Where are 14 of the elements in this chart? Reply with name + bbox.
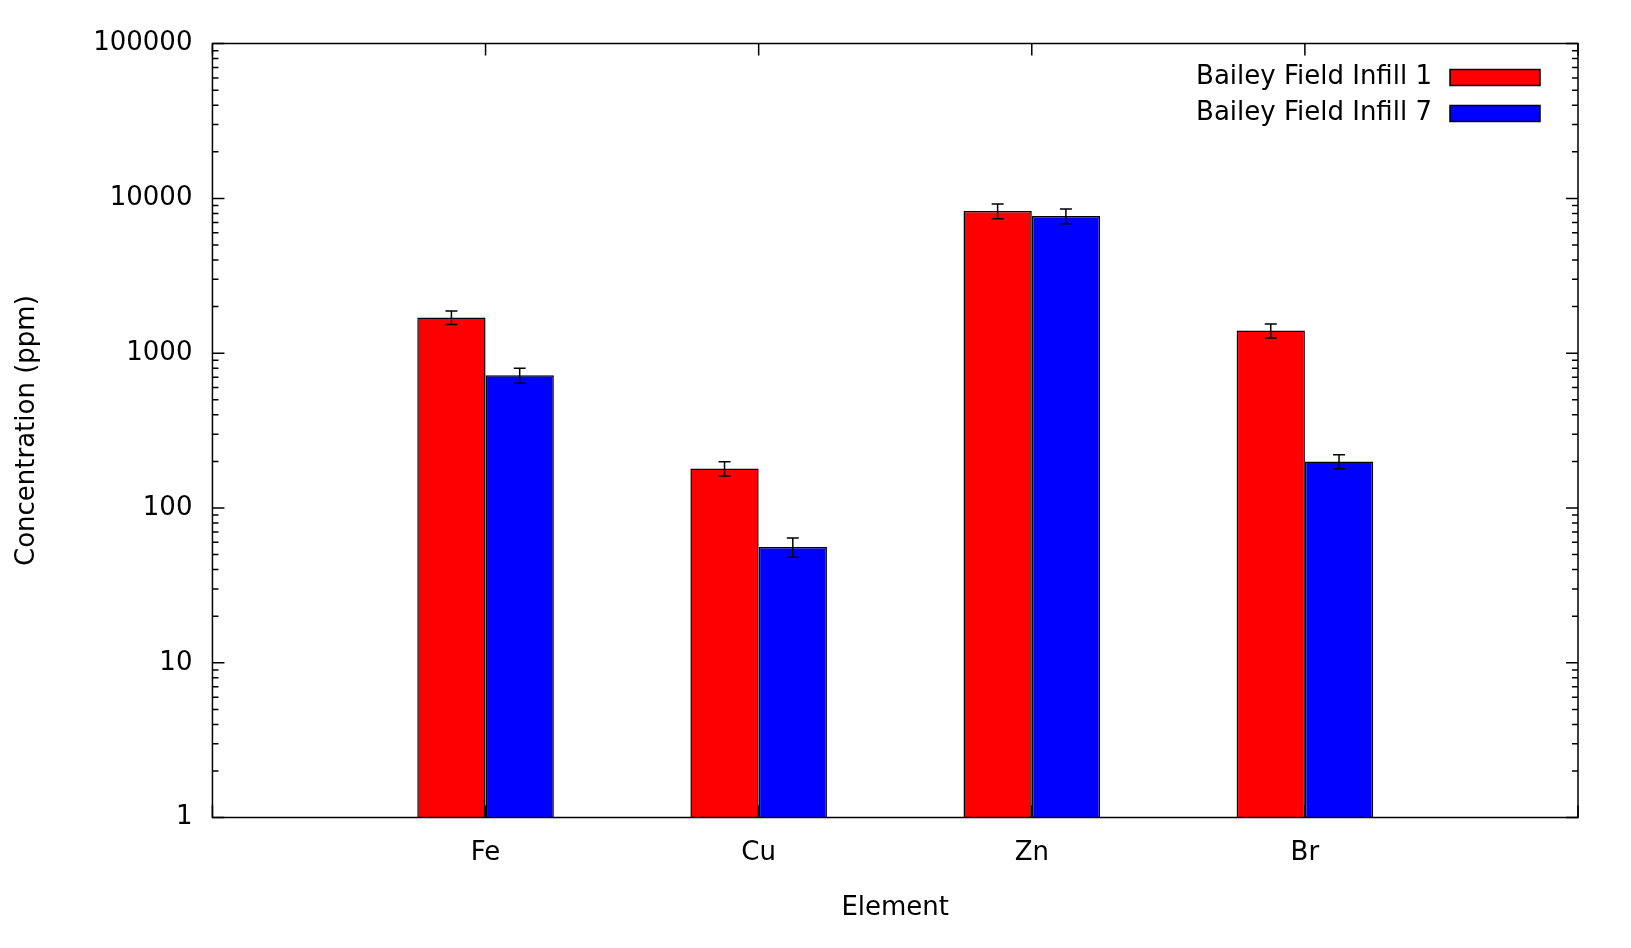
x-tick-label: Fe <box>470 835 501 866</box>
y-tick-label: 1000 <box>126 335 193 366</box>
y-tick-label: 1 <box>175 800 193 831</box>
x-tick-label: Zn <box>1014 835 1049 866</box>
y-tick-label: 10000 <box>109 181 193 212</box>
legend-label: Bailey Field Infill 7 <box>1196 96 1432 127</box>
legend-label: Bailey Field Infill 1 <box>1196 60 1432 91</box>
y-axis-title: Concentration (ppm) <box>10 295 41 567</box>
y-tick-label: 100000 <box>93 26 193 57</box>
x-axis-title: Element <box>841 891 950 922</box>
x-tick-label: Cu <box>741 835 776 866</box>
y-tick-label: 100 <box>142 490 193 521</box>
x-tick-label: Br <box>1290 835 1320 866</box>
y-tick-label: 10 <box>159 645 193 676</box>
